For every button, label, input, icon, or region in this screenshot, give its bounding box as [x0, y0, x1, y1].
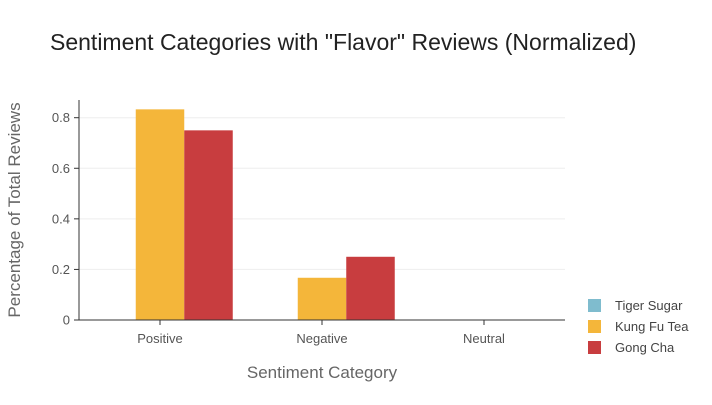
x-ticks: Positive Negative Neutral: [137, 320, 505, 346]
bar-gong-cha-negative: [346, 256, 395, 320]
bar-kung-fu-tea-positive: [135, 109, 185, 320]
bar-kung-fu-tea-negative: [297, 277, 347, 320]
x-tick-label: Positive: [137, 331, 183, 346]
bar-gong-cha-positive: [184, 130, 233, 320]
legend-swatch: [588, 341, 601, 354]
legend-label: Kung Fu Tea: [615, 319, 689, 334]
y-tick-label: 0: [63, 313, 70, 328]
chart-title: Sentiment Categories with "Flavor" Revie…: [50, 29, 636, 55]
y-tick-label: 0.4: [52, 211, 70, 226]
legend-swatch: [588, 320, 601, 333]
y-tick-label: 0.6: [52, 161, 70, 176]
x-tick-label: Negative: [296, 331, 347, 346]
y-tick-label: 0.2: [52, 262, 70, 277]
y-tick-label: 0.8: [52, 110, 70, 125]
x-axis-title: Sentiment Category: [247, 363, 398, 382]
legend-label: Gong Cha: [615, 340, 675, 355]
bars: [135, 109, 395, 320]
legend: Tiger Sugar Kung Fu Tea Gong Cha: [588, 298, 689, 355]
y-axis-title: Percentage of Total Reviews: [5, 102, 24, 317]
x-tick-label: Neutral: [463, 331, 505, 346]
legend-swatch: [588, 299, 601, 312]
legend-label: Tiger Sugar: [615, 298, 683, 313]
y-ticks: 0 0.2 0.4 0.6 0.8: [52, 110, 79, 328]
